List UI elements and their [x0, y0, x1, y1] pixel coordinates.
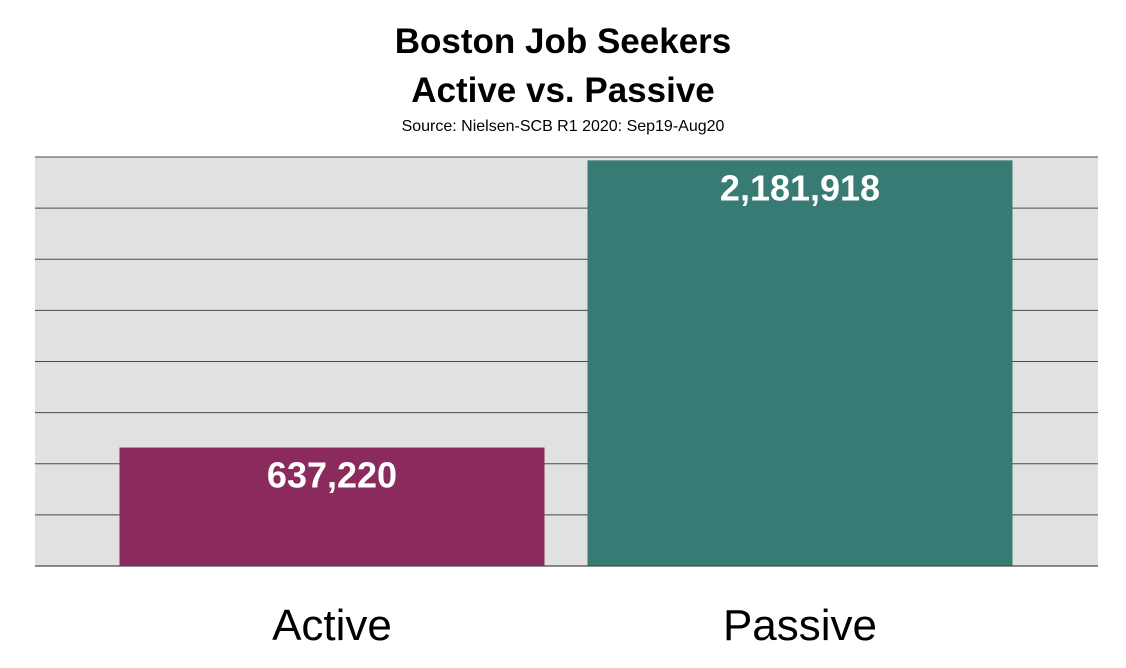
category-labels: Active Passive	[272, 601, 877, 650]
category-label-active: Active	[272, 601, 392, 650]
category-label-passive: Passive	[723, 601, 877, 650]
bars: 637,220 2,181,918	[119, 160, 1013, 566]
bar-value-label-active: 637,220	[267, 455, 397, 496]
bar-value-label-passive: 2,181,918	[720, 167, 880, 208]
chart-source: Source: Nielsen-SCB R1 2020: Sep19-Aug20	[401, 118, 725, 135]
bar-passive	[587, 160, 1013, 566]
chart-title: Boston Job Seekers	[394, 22, 732, 61]
bar-active	[119, 447, 545, 566]
chart-subtitle: Active vs. Passive	[411, 71, 715, 110]
